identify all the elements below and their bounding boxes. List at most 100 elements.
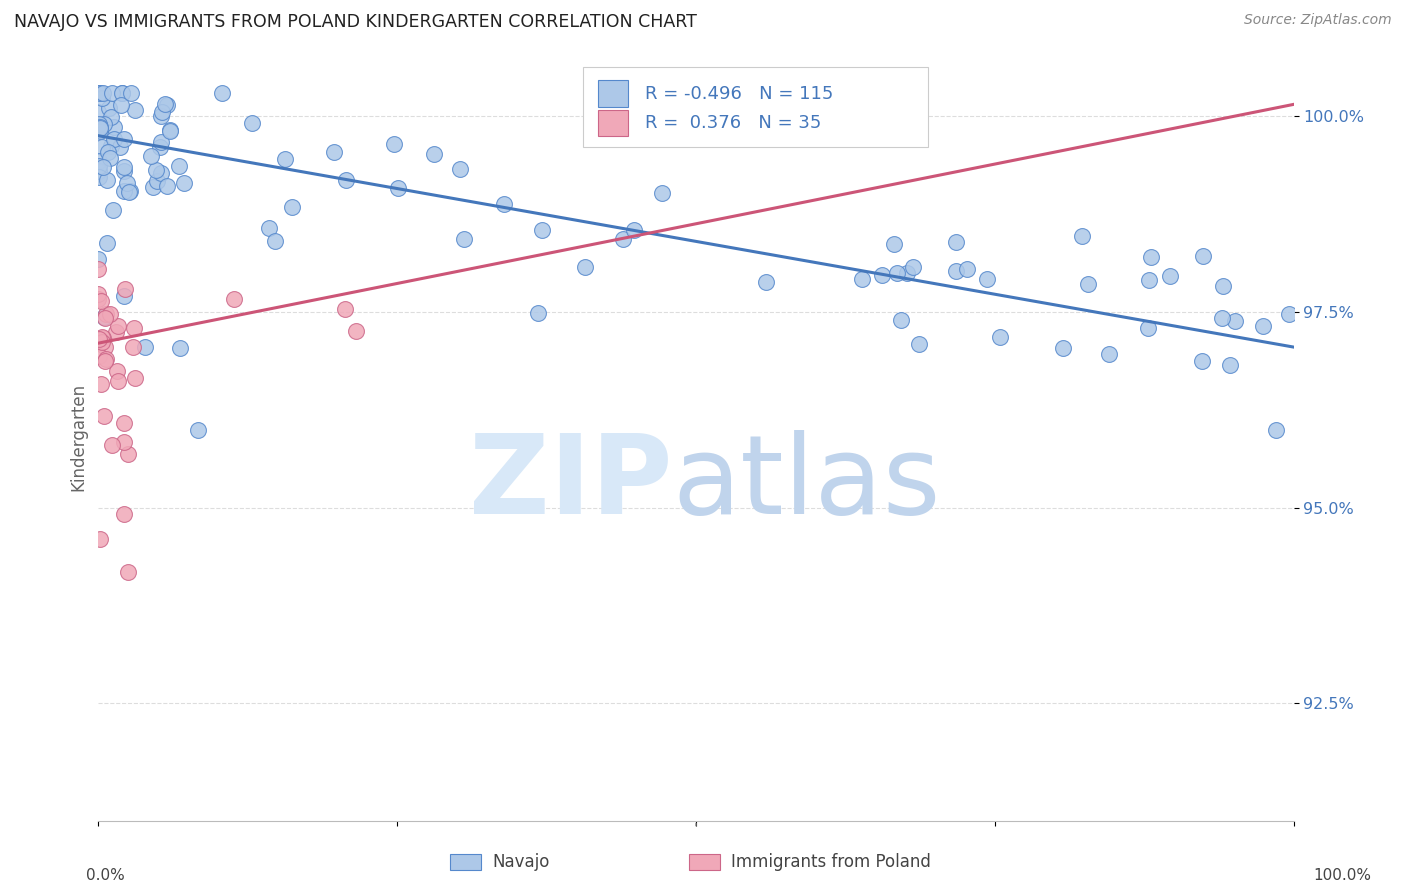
Point [90, 293, 112, 308]
Point [91, 86, 114, 100]
Point [98, 151, 121, 165]
Point [976, 271, 998, 285]
Point [1223, 314, 1246, 328]
Point [112, 434, 135, 449]
Point [1140, 250, 1163, 264]
Point [1137, 273, 1160, 287]
Point [187, 423, 209, 437]
Point [1265, 423, 1288, 437]
Point [107, 364, 129, 378]
Point [449, 162, 471, 177]
Point [124, 371, 146, 385]
Point [890, 312, 912, 326]
Point [120, 86, 142, 100]
Point [93, 409, 115, 424]
Point [87, 117, 110, 131]
Point [988, 329, 1011, 343]
Point [111, 86, 134, 100]
Point [90, 376, 112, 391]
Point [89, 123, 111, 137]
Text: Source: ZipAtlas.com: Source: ZipAtlas.com [1244, 13, 1392, 28]
Point [883, 237, 905, 252]
Point [145, 163, 167, 178]
Text: ZIP: ZIP [468, 430, 672, 537]
Point [89, 153, 111, 168]
Point [98, 101, 121, 115]
Point [150, 105, 173, 120]
Point [149, 109, 172, 123]
Point [149, 165, 172, 179]
Point [115, 176, 138, 190]
Point [117, 566, 139, 580]
Point [112, 507, 135, 521]
Point [94, 352, 117, 367]
Point [527, 306, 550, 320]
Text: Immigrants from Poland: Immigrants from Poland [731, 853, 931, 871]
Point [87, 164, 110, 178]
Text: R = -0.496   N = 115: R = -0.496 N = 115 [645, 85, 834, 103]
Point [901, 260, 924, 275]
Point [263, 234, 285, 248]
Point [1251, 319, 1274, 334]
Point [872, 268, 894, 283]
Point [1070, 228, 1092, 243]
Point [155, 97, 177, 112]
Point [886, 266, 908, 280]
Point [1098, 347, 1121, 361]
Point [323, 145, 346, 159]
Point [387, 180, 409, 194]
Point [89, 120, 111, 134]
Point [87, 252, 110, 266]
Point [87, 105, 110, 120]
Point [94, 307, 117, 321]
Point [159, 123, 181, 137]
Point [382, 136, 405, 151]
Point [87, 332, 110, 346]
Point [651, 186, 673, 201]
Point [104, 325, 127, 339]
Point [87, 86, 110, 100]
Point [114, 132, 136, 146]
Point [1159, 268, 1181, 283]
Point [93, 310, 115, 324]
Text: atlas: atlas [672, 430, 941, 537]
Point [118, 184, 141, 198]
Point [91, 140, 114, 154]
Point [103, 202, 125, 217]
Point [159, 124, 181, 138]
Point [110, 86, 132, 100]
Point [93, 117, 115, 131]
Point [1212, 278, 1234, 293]
Point [333, 301, 356, 316]
Point [211, 86, 233, 100]
Point [222, 292, 245, 306]
Point [122, 341, 145, 355]
Point [94, 341, 117, 355]
Point [1191, 249, 1213, 263]
Point [112, 417, 135, 431]
Point [87, 261, 110, 276]
Point [153, 96, 176, 111]
Point [97, 145, 120, 160]
Point [89, 124, 111, 138]
Text: 100.0%: 100.0% [1313, 869, 1372, 883]
Point [100, 438, 122, 452]
Point [142, 180, 165, 194]
Point [240, 115, 263, 129]
Point [530, 223, 553, 237]
Point [89, 121, 111, 136]
Point [101, 86, 124, 100]
Point [1137, 321, 1160, 335]
Point [173, 176, 195, 190]
Y-axis label: Kindergarten: Kindergarten [69, 383, 87, 491]
Point [274, 152, 297, 166]
Point [103, 132, 125, 146]
Point [1278, 308, 1301, 322]
Point [114, 282, 136, 296]
Point [87, 292, 110, 306]
Point [93, 160, 115, 174]
Point [118, 185, 141, 199]
Point [100, 110, 122, 124]
Point [453, 232, 475, 246]
Point [257, 220, 280, 235]
